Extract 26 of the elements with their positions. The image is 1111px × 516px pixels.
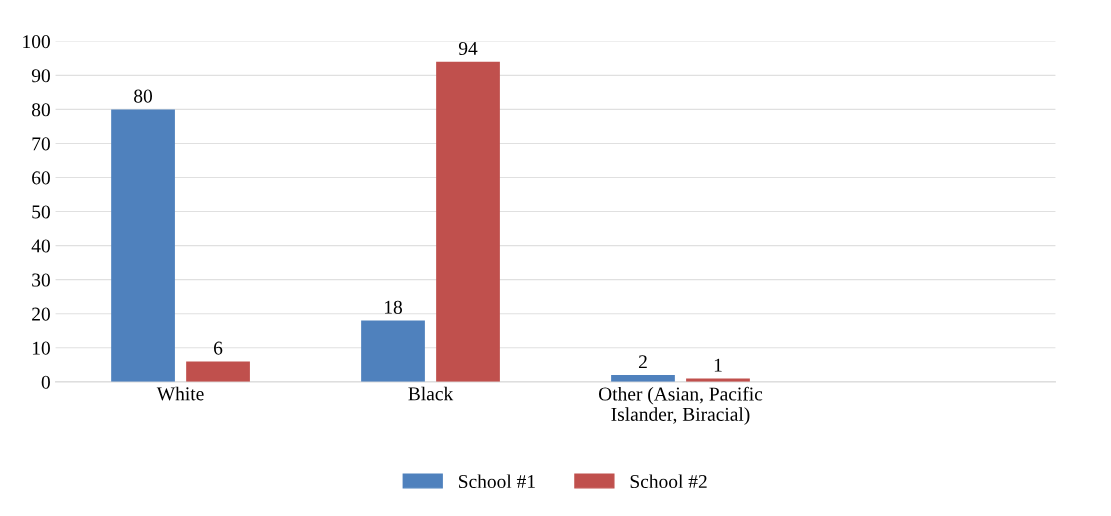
legend-label: School #1	[459, 474, 535, 489]
bar	[186, 361, 250, 382]
data-label: 18	[385, 300, 402, 314]
x-tick-label: Other (Asian, Pacific Islander, Biracial)	[598, 386, 763, 425]
bar	[361, 320, 425, 382]
x-tick-label: Black	[408, 386, 454, 401]
y-tick-label: 90	[31, 69, 50, 83]
x-tick-label: White	[156, 386, 204, 401]
data-label: 2	[638, 355, 647, 369]
y-tick-label: 10	[32, 341, 50, 355]
bar	[111, 109, 175, 382]
data-label: 80	[134, 89, 153, 103]
data-label: 94	[458, 41, 478, 55]
y-tick-label: 50	[32, 205, 50, 219]
data-label: 6	[214, 341, 223, 355]
bar	[436, 61, 500, 382]
y-tick-label: 30	[32, 273, 50, 287]
y-tick-label: 20	[32, 307, 50, 321]
y-tick-label: 60	[32, 171, 50, 185]
y-tick-label: 0	[41, 375, 50, 389]
data-label: 1	[714, 358, 722, 372]
y-tick-label: 70	[32, 137, 50, 151]
y-tick-label: 80	[31, 103, 50, 117]
y-tick-label: 40	[31, 239, 50, 253]
legend-label: School #2	[630, 474, 707, 489]
y-tick-label: 100	[23, 35, 50, 49]
